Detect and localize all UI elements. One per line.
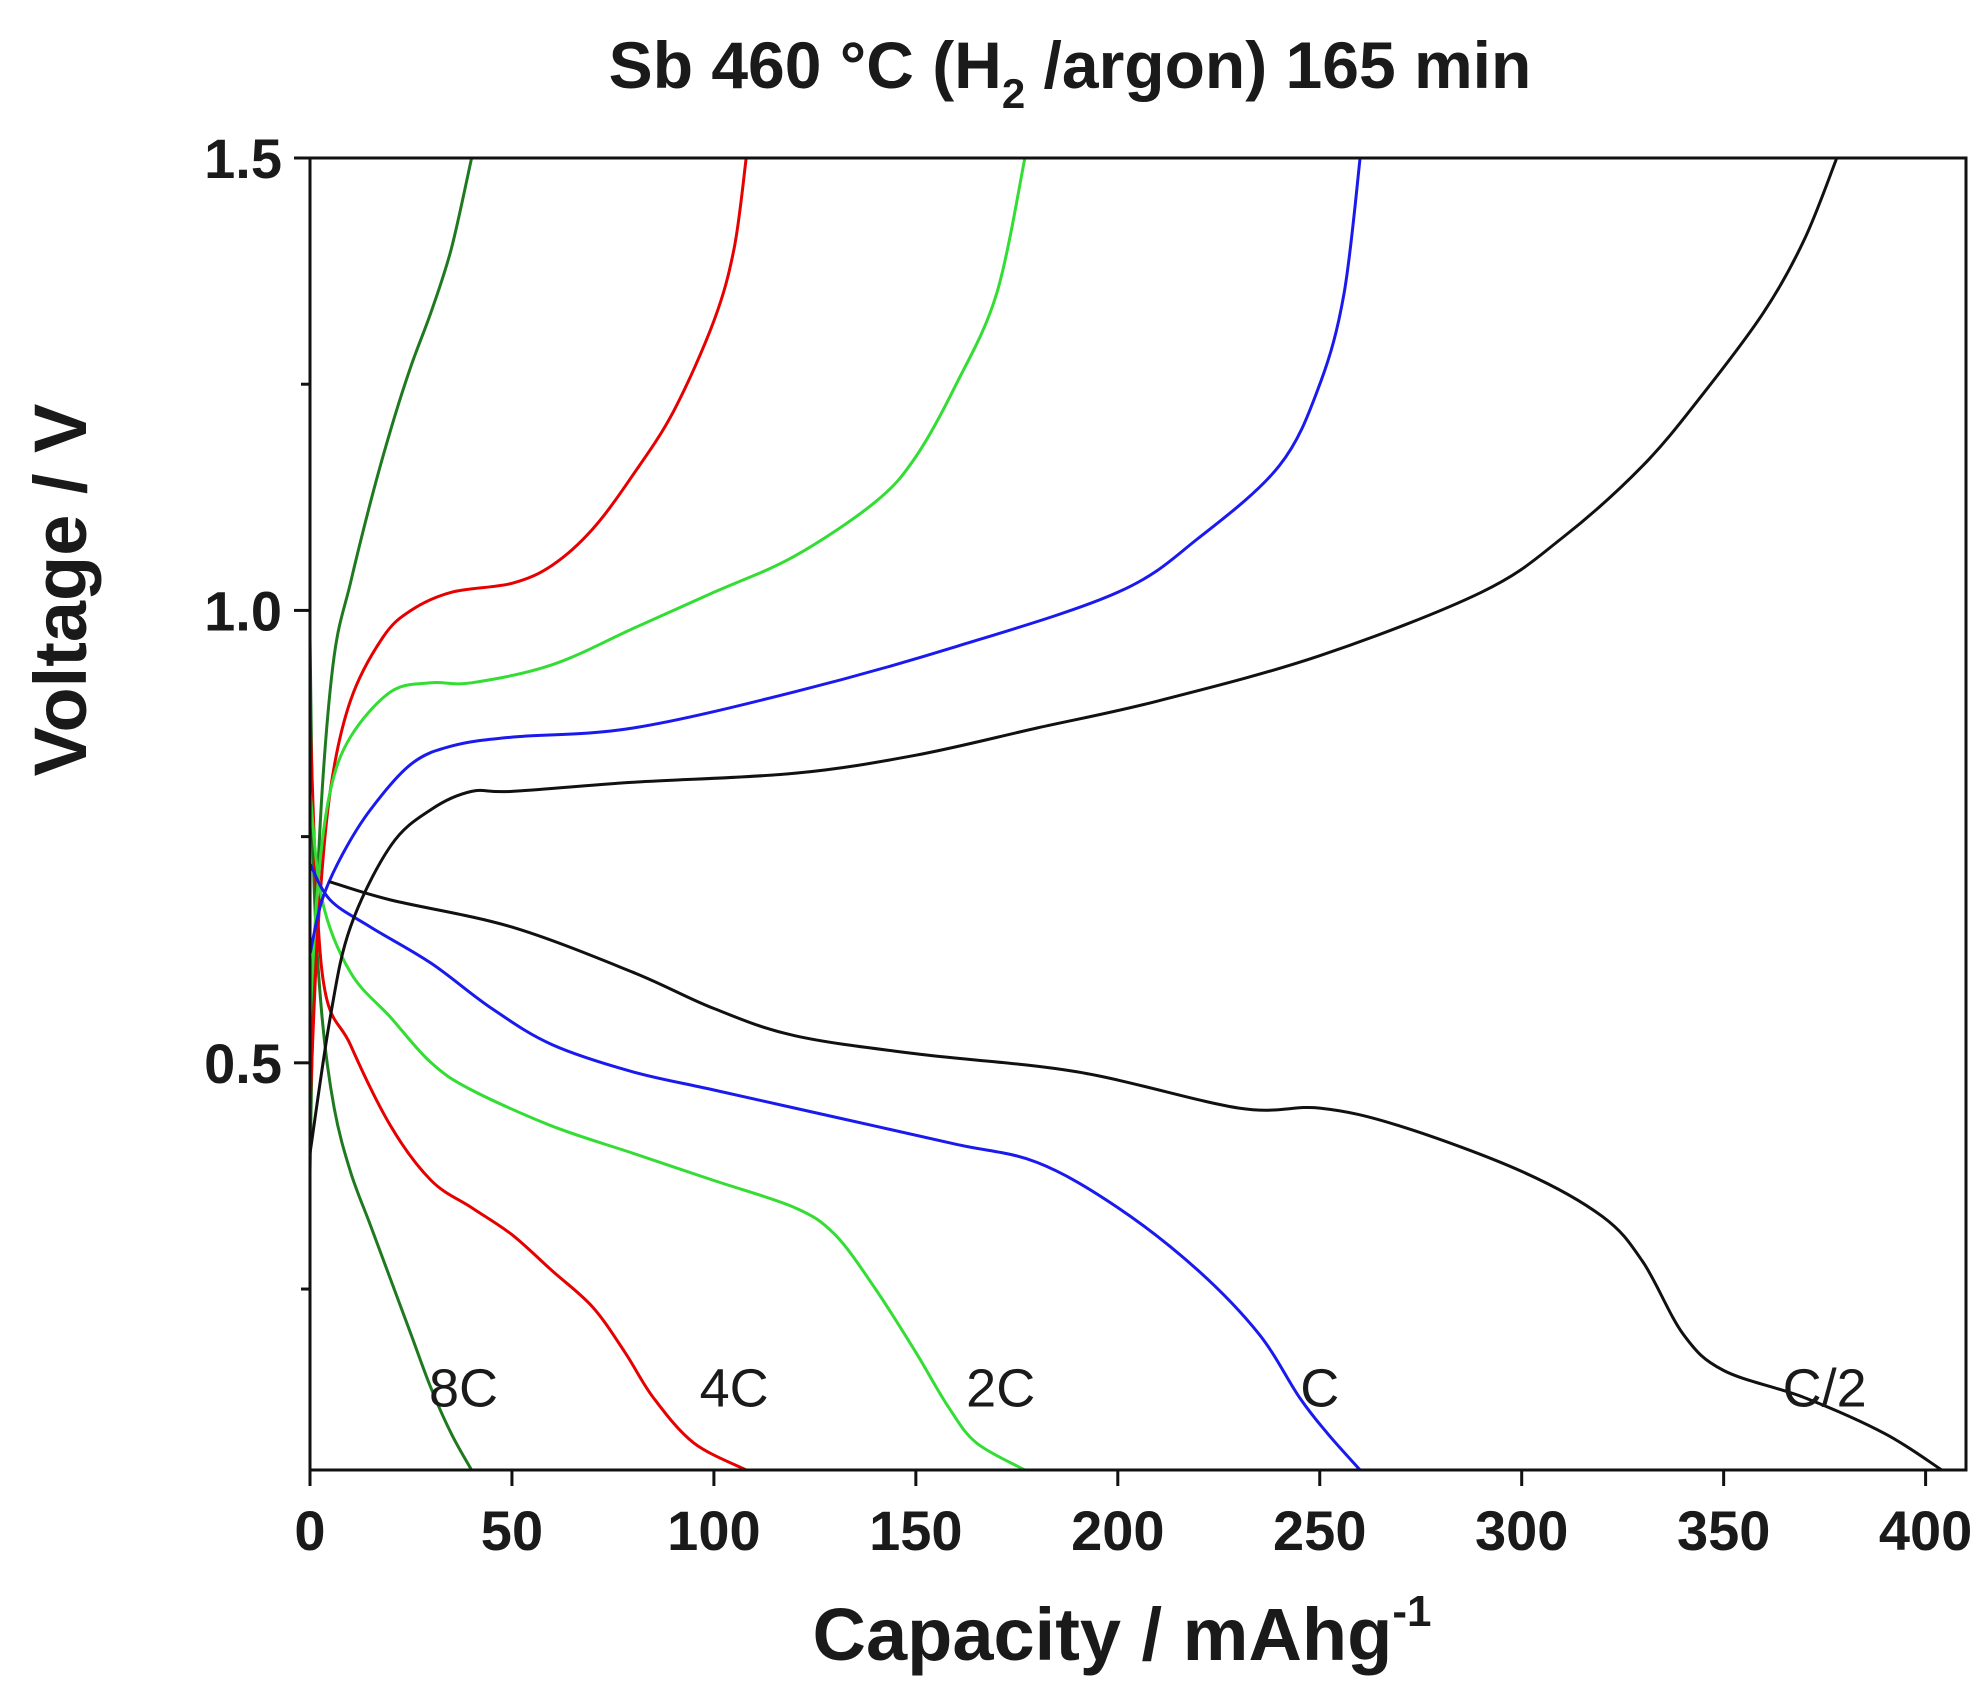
x-axis-label-superscript: -1	[1392, 1587, 1431, 1636]
x-axis-label-main: Capacity / mAhg	[813, 1593, 1393, 1676]
series-c-2-discharge-line	[328, 880, 1944, 1470]
series-label-c-2: C/2	[1783, 1359, 1867, 1419]
x-tick-label: 0	[294, 1499, 325, 1562]
y-tick-label: 1.5	[204, 127, 282, 190]
series-4c-discharge-line	[310, 717, 748, 1470]
y-tick-label: 0.5	[204, 1032, 282, 1095]
series-c-charge-line	[310, 158, 1362, 956]
chart-title-rest: /argon) 165 min	[1025, 28, 1531, 102]
series-2c-discharge-line	[310, 789, 1027, 1470]
plot-frame	[308, 156, 1968, 1472]
x-axis-label: Capacity / mAhg-1	[813, 1587, 1432, 1676]
x-tick-label: 300	[1475, 1499, 1568, 1562]
series-2c-charge-line	[310, 158, 1027, 1020]
x-tick-label: 150	[869, 1499, 962, 1562]
chart-title-subscript: 2	[1002, 70, 1025, 117]
x-tick-label: 400	[1879, 1499, 1972, 1562]
chart-title-main: Sb 460 °C (H	[609, 28, 1002, 102]
x-tick-label: 200	[1071, 1499, 1164, 1562]
y-tick-label: 1.0	[204, 579, 282, 642]
series-label-8c: 8C	[429, 1359, 498, 1419]
y-axis-label: Voltage / V	[19, 404, 102, 777]
series-lines	[310, 158, 1944, 1470]
series-c-2-charge-line	[310, 158, 1839, 1155]
x-tick-label: 50	[481, 1499, 543, 1562]
series-label-c: C	[1300, 1359, 1339, 1419]
x-tick-label: 100	[667, 1499, 760, 1562]
plot-area: 8C 4C 2C C C/2 0 50 100 150 200 250 300 350 400 0.5 1.0…	[204, 127, 1972, 1562]
chart-title: Sb 460 °C (H2 /argon) 165 min	[609, 28, 1532, 117]
x-tick-label: 350	[1677, 1499, 1770, 1562]
series-c-discharge-line	[310, 862, 1362, 1470]
x-tick-label: 250	[1273, 1499, 1366, 1562]
series-8c-discharge-line	[310, 636, 474, 1470]
series-label-2c: 2C	[966, 1359, 1035, 1419]
series-label-4c: 4C	[700, 1359, 769, 1419]
